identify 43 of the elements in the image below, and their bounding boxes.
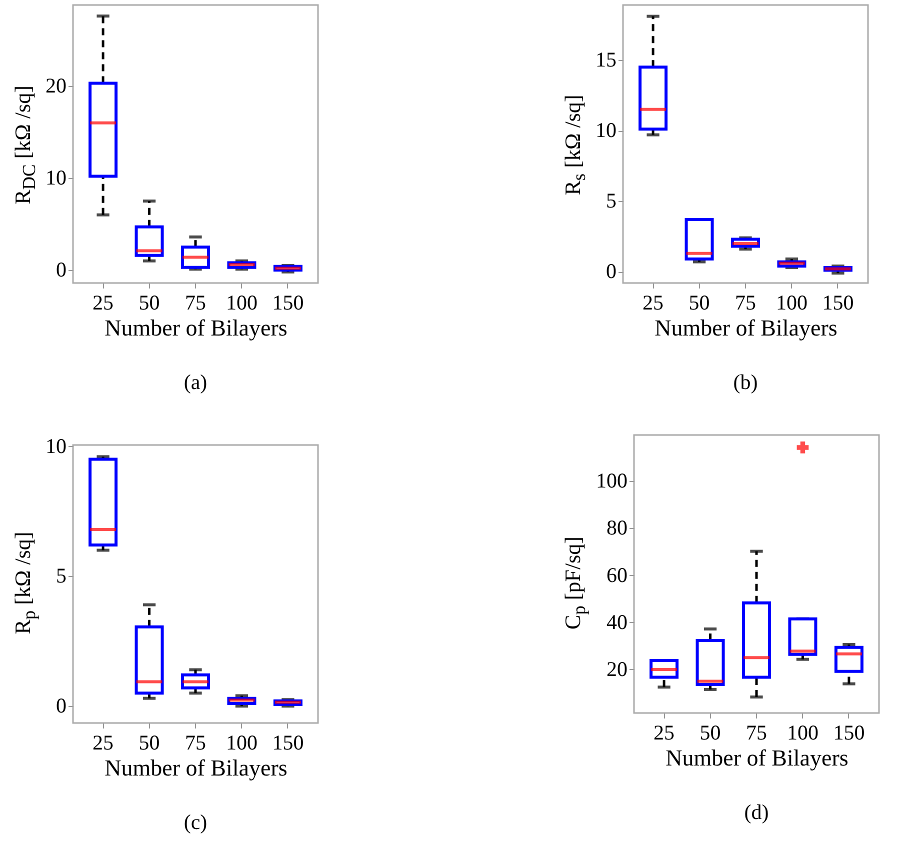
- y-tick-label: 5: [56, 564, 66, 588]
- x-tick-label: 50: [688, 290, 710, 314]
- x-tick-label: 75: [185, 290, 206, 314]
- y-tick-label: 0: [606, 259, 616, 284]
- x-tick-label: 25: [92, 290, 114, 314]
- y-tick-label: 0: [56, 258, 66, 282]
- y-tick-label: 0: [56, 694, 66, 718]
- x-axis-title: Number of Bilayers: [666, 746, 848, 770]
- text: (c): [184, 810, 208, 834]
- y-tick-label: 80: [606, 516, 628, 540]
- x-tick-label: 25: [92, 730, 114, 754]
- x-tick-label: 25: [642, 290, 664, 314]
- x-tick-label: 100: [776, 290, 808, 314]
- x-tick-label: 150: [272, 730, 304, 754]
- y-tick-label: 40: [606, 610, 628, 634]
- x-tick-label: 150: [272, 290, 304, 314]
- x-tick-label: 75: [185, 730, 206, 754]
- x-tick-label: 75: [746, 720, 767, 744]
- y-tick-label: 100: [596, 468, 628, 493]
- text: (d): [744, 800, 769, 824]
- y-tick-label: 60: [606, 562, 628, 587]
- x-tick-label: 50: [138, 290, 160, 314]
- x-tick-label: 150: [822, 290, 854, 314]
- y-tick-label: 10: [46, 166, 66, 190]
- x-tick-label: 150: [833, 720, 865, 744]
- x-tick-label: 25: [654, 720, 675, 744]
- x-tick-label: 50: [700, 720, 721, 744]
- y-tick-label: 20: [606, 656, 628, 681]
- x-axis-title: Number of Bilayers: [104, 316, 288, 340]
- x-tick-label: 100: [226, 290, 258, 314]
- x-axis-title: Number of Bilayers: [654, 316, 838, 340]
- y-tick-label: 5: [606, 188, 616, 213]
- x-tick-label: 100: [786, 720, 818, 744]
- x-tick-label: 100: [226, 730, 258, 754]
- text: (a): [184, 370, 208, 394]
- y-tick-label: 10: [596, 118, 616, 142]
- y-tick-label: 10: [46, 434, 66, 458]
- x-tick-label: 50: [138, 730, 160, 754]
- y-tick-label: 15: [596, 48, 616, 72]
- text: (b): [733, 370, 758, 394]
- x-axis-title: Number of Bilayers: [104, 756, 288, 780]
- x-tick-label: 75: [735, 290, 756, 314]
- y-tick-label: 20: [46, 74, 66, 98]
